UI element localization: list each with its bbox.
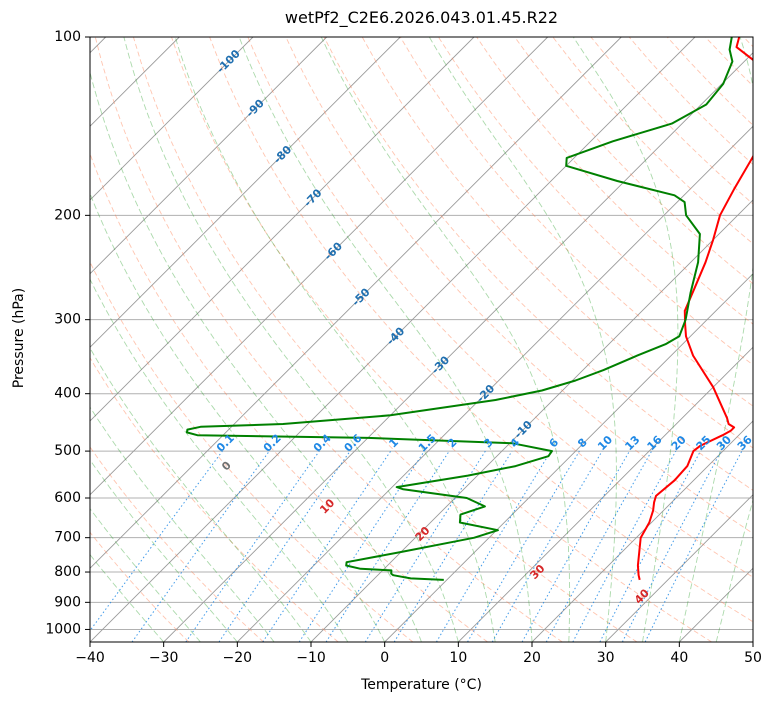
- isotherm-line: [90, 37, 696, 642]
- mixing-ratio-line: [262, 450, 392, 642]
- dry-adiabat-line: [323, 37, 753, 491]
- x-axis-label: Temperature (°C): [361, 677, 482, 693]
- isotherm-line: [310, 199, 753, 642]
- y-tick-label: 900: [54, 594, 81, 610]
- dry-adiabat-line: [90, 446, 264, 642]
- y-tick-label: 1000: [45, 621, 81, 637]
- dry-adiabat-line: [171, 37, 712, 642]
- mixing-ratio-line: [298, 450, 425, 642]
- y-axis-label: Pressure (hPa): [11, 287, 27, 389]
- isotherm-line: [90, 37, 401, 348]
- axes: −40 −30 −20 −10 0 10 20 30 40 50 100 200 300 400 500 60…: [45, 29, 762, 666]
- x-tick-label: 30: [597, 650, 615, 666]
- mixing-ratio-line: [218, 450, 351, 642]
- temperature-line: [636, 37, 753, 581]
- y-tick-label: 700: [54, 530, 81, 546]
- y-tick-label: 600: [54, 490, 81, 506]
- y-tick-label: 300: [54, 312, 81, 328]
- moist-adiabat-line: [90, 406, 275, 642]
- mixing-ratio-line: [393, 450, 513, 642]
- moist-adiabat-line: [174, 37, 496, 642]
- dry-adiabat-line: [90, 356, 339, 642]
- mixing-ratio-line: [545, 450, 653, 642]
- x-tick-label: −10: [296, 650, 326, 666]
- mixing-ratio-line: [325, 450, 450, 642]
- dewpoint-line: [185, 37, 734, 581]
- x-tick-label: 0: [380, 650, 389, 666]
- sounding-lines: [185, 37, 753, 581]
- isotherm-line: [90, 37, 549, 496]
- dry-adiabat-line: [247, 37, 753, 578]
- isotherm-line: [531, 420, 753, 642]
- y-tick-label: 800: [54, 564, 81, 580]
- mixing-ratio-line: [644, 450, 743, 642]
- isotherm-line: [90, 37, 475, 422]
- dry-adiabat-line: [514, 37, 753, 285]
- isotherm-line: [163, 52, 753, 642]
- dry-adiabat-line: [361, 37, 753, 449]
- y-tick-label: 500: [54, 443, 81, 459]
- moist-adiabat-line: [428, 37, 617, 642]
- background-lines: [90, 37, 753, 642]
- mixing-ratio-line: [521, 450, 630, 642]
- x-tick-label: 20: [523, 650, 541, 666]
- mixing-ratio-line: [90, 450, 223, 632]
- chart-title: wetPf2_C2E6.2026.043.01.45.R22: [284, 8, 559, 27]
- dry-adiabat-line: [132, 37, 638, 642]
- dry-adiabat-line: [90, 531, 190, 642]
- moist-adiabat-line: [123, 37, 459, 642]
- dry-adiabat-line: [90, 152, 488, 642]
- moist-adiabat-line: [320, 37, 571, 642]
- moist-adiabat-line: [90, 70, 422, 642]
- x-tick-label: −30: [149, 650, 179, 666]
- moist-adiabat-line: [90, 347, 312, 642]
- moist-adiabat-line: [238, 37, 533, 642]
- moist-adiabat-line: [90, 459, 238, 642]
- x-tick-label: −40: [75, 650, 105, 666]
- mixing-ratio-line: [131, 450, 270, 642]
- moist-adiabat-line: [678, 37, 753, 642]
- mixing-ratio-line: [572, 450, 677, 642]
- dry-adiabat-line: [209, 37, 753, 623]
- x-tick-label: 50: [744, 650, 762, 666]
- moist-adiabat-line: [90, 192, 386, 642]
- dry-adiabat-line: [285, 37, 753, 535]
- moist-adiabat-line: [90, 507, 201, 642]
- x-tick-label: 10: [449, 650, 467, 666]
- y-tick-label: 400: [54, 386, 81, 402]
- moist-adiabat-line: [90, 553, 165, 642]
- dry-adiabat-line: [438, 37, 753, 366]
- isotherm-line: [90, 37, 328, 275]
- x-tick-label: −20: [223, 650, 253, 666]
- y-tick-label: 200: [54, 207, 81, 223]
- isotherm-line: [90, 37, 622, 569]
- plot-frame: [89, 36, 754, 643]
- x-tick-label: 40: [670, 650, 688, 666]
- isotherm-line: [236, 125, 753, 642]
- isotherm-line: [90, 37, 254, 201]
- dry-adiabat-line: [399, 37, 753, 407]
- moist-adiabat-line: [90, 278, 349, 642]
- isotherm-line: [457, 346, 753, 642]
- mixing-ratio-line: [185, 450, 320, 642]
- y-tick-label: 100: [54, 29, 81, 45]
- dry-adiabat-line: [94, 37, 563, 642]
- dry-adiabat-line: [90, 261, 414, 642]
- isotherm-line: [605, 494, 753, 642]
